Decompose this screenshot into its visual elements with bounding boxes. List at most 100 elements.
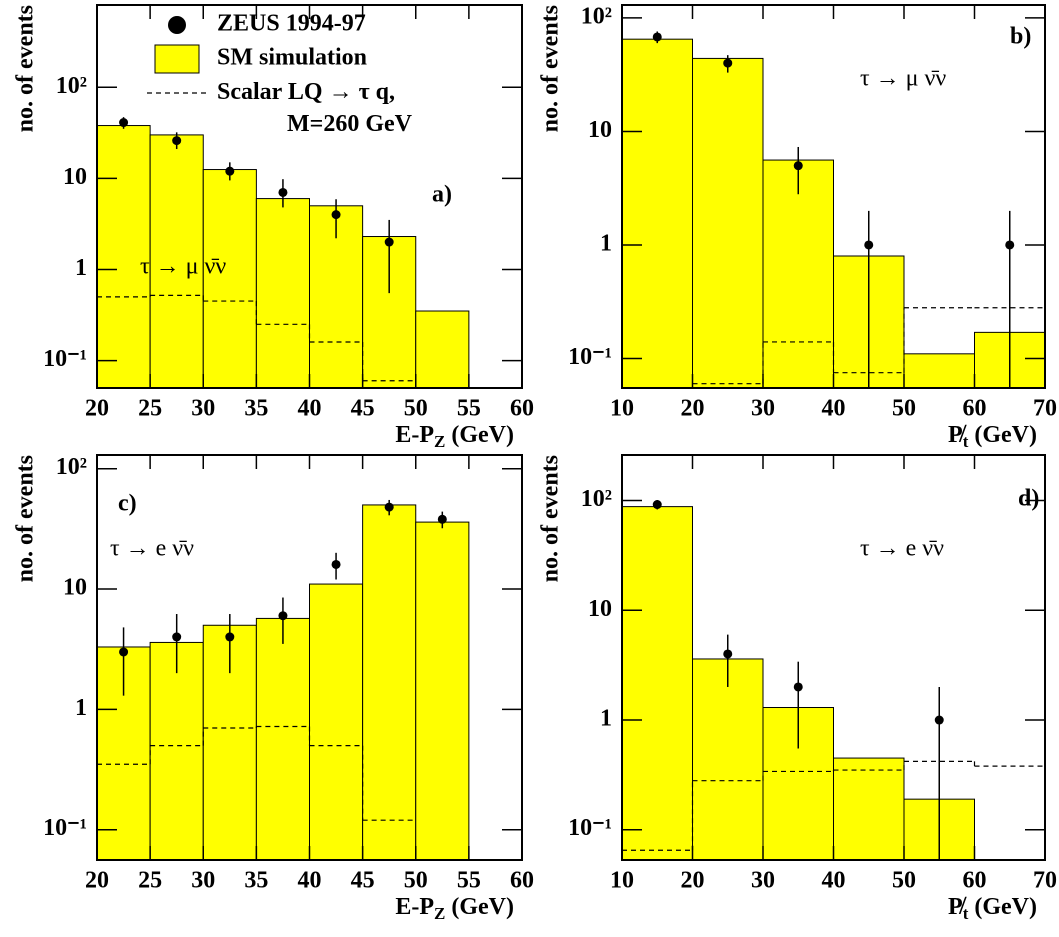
y-tick-label: 10²: [581, 3, 612, 29]
histogram-bar: [692, 57, 764, 388]
x-tick-label: 10: [610, 396, 634, 422]
y-axis-label: no. of events: [538, 5, 564, 132]
y-axis-label: no. of events: [13, 5, 39, 132]
histogram-bar: [762, 159, 834, 388]
data-point: [934, 715, 944, 725]
data-point: [331, 210, 341, 220]
x-tick-label: 50: [404, 396, 428, 422]
x-label-unit: (GeV): [445, 894, 514, 920]
legend-label: ZEUS 1994-97: [217, 11, 366, 37]
y-tick-label: 10²: [56, 454, 87, 480]
histogram-bar: [255, 617, 310, 860]
data-point: [225, 632, 235, 642]
x-axis-label: E-PZ (GeV): [395, 894, 514, 923]
annotation: a): [432, 182, 452, 208]
x-label-sub: Z: [434, 904, 445, 923]
data-point: [384, 237, 394, 247]
x-tick-label: 45: [351, 868, 375, 894]
x-tick-label: 40: [298, 868, 322, 894]
x-tick-label: 40: [298, 396, 322, 422]
x-tick-label: 40: [822, 868, 846, 894]
legend-swatch: [154, 44, 200, 74]
histogram-bar: [309, 583, 364, 860]
histogram-bar: [255, 198, 310, 388]
y-tick-label: 1: [75, 695, 87, 721]
x-tick-label: 40: [822, 396, 846, 422]
x-tick-label: 35: [244, 396, 268, 422]
data-point: [793, 682, 803, 692]
histogram-bar: [149, 134, 204, 388]
annotation: b): [1010, 24, 1031, 50]
x-tick-label: 35: [244, 868, 268, 894]
histogram-bar: [202, 169, 257, 388]
data-point: [278, 187, 288, 197]
annotation: τ → e ν̄ν: [110, 536, 194, 562]
x-tick-label: 70: [1033, 868, 1057, 894]
data-point: [723, 649, 733, 659]
y-tick-label: 10⁻¹: [568, 815, 612, 841]
x-tick-label: 30: [191, 396, 215, 422]
x-label-sub: t: [963, 904, 969, 923]
x-label-sub: Z: [434, 432, 445, 451]
legend-label: Scalar LQ → τ q, M=260 GeV: [217, 79, 413, 137]
x-tick-label: 60: [963, 396, 987, 422]
annotation: c): [118, 491, 137, 517]
plot-area: [97, 117, 470, 388]
x-label-main: E-P: [395, 894, 434, 920]
y-tick-label: 10: [63, 164, 87, 190]
x-tick-label: 30: [751, 868, 775, 894]
histogram-bar: [692, 658, 764, 860]
data-point: [652, 32, 662, 42]
x-axis-label: P̸t (GeV): [948, 894, 1037, 923]
x-label-main: E-P: [395, 422, 434, 448]
y-tick-label: 10²: [56, 73, 87, 99]
x-axis-label: P̸t (GeV): [948, 422, 1037, 451]
y-tick-label: 10⁻¹: [43, 815, 87, 841]
x-tick-label: 20: [681, 868, 705, 894]
histogram-bar: [415, 310, 470, 388]
annotation: d): [1018, 486, 1039, 512]
histogram-bar: [362, 504, 417, 860]
x-tick-label: 55: [457, 396, 481, 422]
x-label-unit: (GeV): [968, 894, 1037, 920]
y-tick-label: 1: [600, 230, 612, 256]
x-tick-label: 20: [85, 396, 109, 422]
y-tick-label: 10⁻¹: [568, 344, 612, 370]
y-tick-label: 10: [588, 117, 612, 143]
x-axis-label: E-PZ (GeV): [395, 422, 514, 451]
x-tick-label: 50: [892, 396, 916, 422]
legend-label: SM simulation: [217, 45, 367, 71]
legend-line-2: M=260 GeV: [287, 111, 413, 137]
y-tick-label: 1: [600, 706, 612, 732]
annotation: τ → e ν̄ν: [860, 536, 944, 562]
x-tick-label: 20: [85, 868, 109, 894]
data-point: [437, 514, 447, 524]
histogram-bar: [622, 506, 693, 860]
x-tick-label: 60: [963, 868, 987, 894]
x-tick-label: 50: [404, 868, 428, 894]
plot-area: [622, 31, 1045, 388]
histogram-bar: [622, 38, 693, 388]
histogram-bar: [149, 641, 204, 860]
y-axis-label: no. of events: [538, 455, 564, 582]
histogram-bar: [97, 125, 151, 388]
y-tick-label: 10²: [581, 486, 612, 512]
data-point: [172, 136, 182, 146]
x-label-unit: (GeV): [445, 422, 514, 448]
y-tick-label: 10: [588, 596, 612, 622]
plot-area: [622, 500, 1045, 860]
data-point: [225, 166, 235, 176]
data-point: [172, 632, 182, 642]
annotation: τ → μ ν̄ν: [860, 66, 946, 92]
y-tick-label: 1: [75, 255, 87, 281]
x-label-sub: t: [963, 432, 969, 451]
data-point: [652, 500, 662, 510]
data-point: [793, 161, 803, 171]
x-tick-label: 20: [681, 396, 705, 422]
y-axis-label: no. of events: [13, 455, 39, 582]
x-tick-label: 70: [1033, 396, 1057, 422]
annotation: τ → μ ν̄ν: [140, 254, 226, 280]
legend-line-1: Scalar LQ → τ q,: [217, 79, 395, 105]
